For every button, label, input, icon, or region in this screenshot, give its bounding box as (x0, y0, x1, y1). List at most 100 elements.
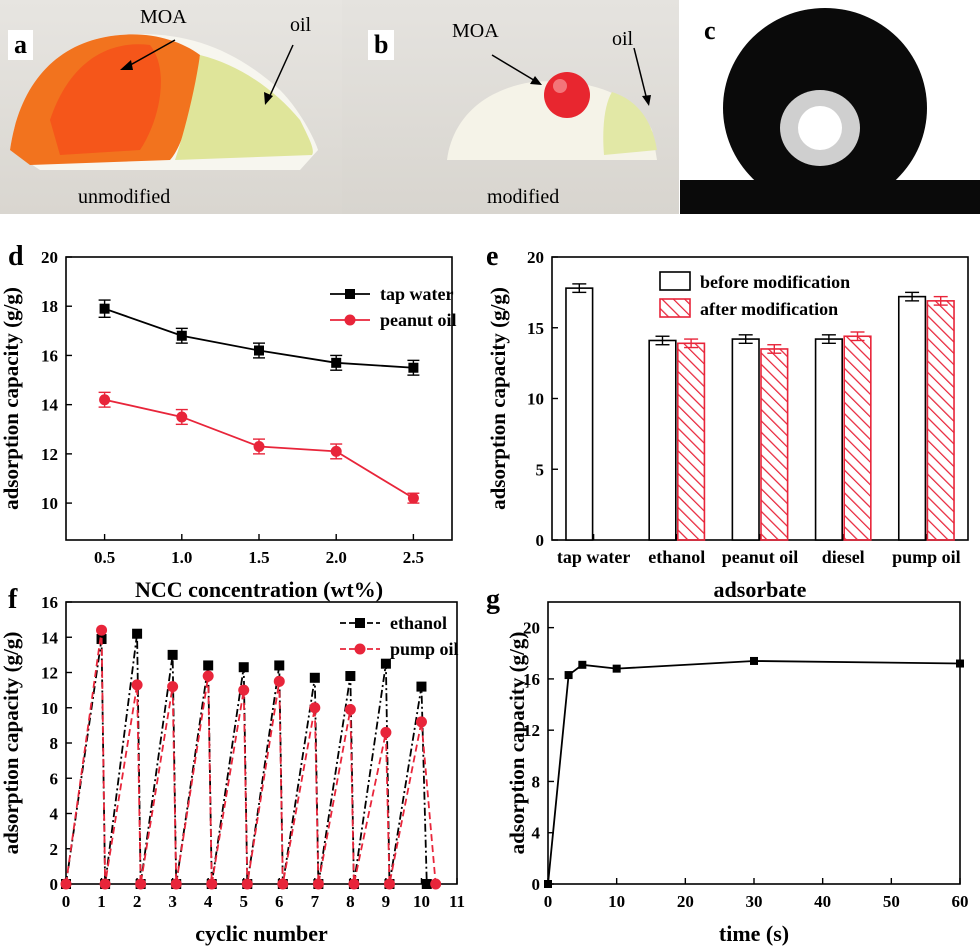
bar-before (814, 338, 843, 541)
legend-f: ethanol pump oil (340, 613, 459, 659)
caption-unmodified: unmodified (78, 186, 171, 208)
data-point (99, 878, 111, 890)
data-point (60, 878, 72, 890)
bar-after (676, 342, 706, 541)
caption-modified: modified (487, 186, 560, 208)
x-tick-label: 10 (413, 892, 430, 911)
y-axis-label: adsorption capacity (g/g) (0, 287, 23, 510)
legend-label: after modification (700, 299, 838, 319)
data-point (415, 716, 427, 728)
bar-before (897, 295, 927, 541)
panel-letter-b: b (368, 30, 395, 60)
x-tick-label: pump oil (892, 547, 961, 567)
x-tick-label: 60 (952, 892, 969, 911)
x-tick-label: 2.0 (326, 548, 347, 567)
data-point (312, 878, 324, 890)
bar-before (565, 287, 594, 541)
data-point (135, 878, 147, 890)
legend-marker (355, 618, 365, 628)
moa-label-a: MOA (140, 6, 187, 28)
y-tick-label: 18 (41, 297, 58, 316)
moa-label-b: MOA (452, 20, 499, 42)
data-point (383, 878, 395, 890)
data-point (131, 679, 143, 691)
y-tick-label: 12 (41, 445, 58, 464)
y-tick-label: 0 (50, 875, 59, 894)
data-point (206, 878, 218, 890)
y-tick-label: 8 (532, 772, 541, 791)
chart-g (544, 601, 964, 888)
y-tick-label: 10 (41, 494, 58, 513)
x-tick-label: 0 (544, 892, 553, 911)
photo-panel-c: c (680, 0, 980, 214)
photo-panel-a: a MOA oil unmodified (0, 0, 342, 214)
data-point (416, 681, 427, 692)
data-point (96, 624, 108, 636)
x-tick-label: 10 (608, 892, 625, 911)
x-tick-label: 40 (814, 892, 831, 911)
x-axis-label: cyclic number (195, 921, 328, 946)
data-point (421, 879, 432, 889)
y-tick-label: 16 (41, 593, 58, 612)
panel-letter-f: f (8, 584, 18, 615)
x-tick-label: 0 (62, 892, 71, 911)
sponge-unmodified-image (10, 34, 318, 170)
legend-swatch (659, 298, 691, 318)
data-point (176, 411, 188, 423)
bar-before (731, 338, 760, 541)
data-point (330, 445, 342, 457)
y-tick-label: 15 (527, 319, 544, 338)
panel-letter-c: c (704, 16, 716, 45)
sponge-modified-image (447, 47, 657, 160)
data-point (380, 726, 392, 738)
x-tick-label: 4 (204, 892, 213, 911)
x-tick-label: tap water (557, 547, 630, 567)
x-tick-label: 7 (311, 892, 320, 911)
x-tick-label: 2.5 (403, 548, 424, 567)
y-tick-label: 16 (41, 346, 58, 365)
x-tick-label: 1 (97, 892, 106, 911)
bar-after (926, 300, 955, 541)
x-tick-label: 0.5 (94, 548, 115, 567)
photo-panel-b: b MOA oil modified (342, 0, 679, 214)
data-point (348, 878, 360, 890)
x-tick-label: 5 (239, 892, 248, 911)
data-point (167, 681, 179, 693)
data-point (956, 659, 964, 668)
data-point (345, 671, 356, 682)
legend-swatch (659, 271, 691, 291)
data-point (612, 664, 621, 673)
bar-after (760, 348, 789, 541)
bar-before (648, 339, 677, 541)
data-point (238, 684, 250, 696)
data-point (564, 671, 573, 680)
series-line (547, 660, 961, 885)
x-tick-label: peanut oil (722, 547, 799, 567)
x-tick-label: 1.5 (248, 548, 269, 567)
legend-label: before modification (700, 272, 850, 292)
data-point (430, 878, 442, 890)
x-axis-label: time (s) (719, 921, 789, 946)
water-droplet-image (680, 8, 980, 214)
data-point (344, 704, 356, 716)
y-tick-label: 20 (523, 619, 540, 638)
y-tick-label: 14 (41, 628, 59, 647)
panel-letter-d: d (8, 241, 24, 272)
y-tick-label: 12 (41, 664, 58, 683)
y-axis-label: adsorption capacity (g/g) (486, 287, 510, 510)
data-point (253, 440, 265, 452)
x-tick-label: 2 (133, 892, 142, 911)
y-tick-label: 0 (532, 875, 541, 894)
data-point (408, 362, 419, 373)
y-tick-label: 12 (523, 721, 540, 740)
data-point (238, 662, 249, 673)
data-point (132, 628, 143, 639)
x-tick-label: diesel (822, 547, 865, 567)
y-tick-label: 0 (536, 531, 545, 550)
legend-d: tap water peanut oil (330, 284, 457, 330)
legend-marker (354, 643, 366, 655)
data-point (254, 345, 264, 356)
chart-f: ethanol pump oil (60, 601, 459, 890)
y-tick-label: 8 (50, 734, 59, 753)
